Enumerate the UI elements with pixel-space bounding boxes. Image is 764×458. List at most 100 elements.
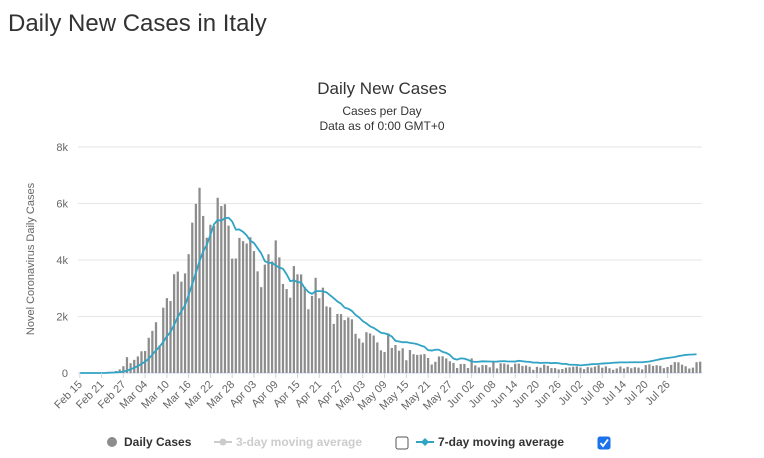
daily-cases-bar — [314, 277, 317, 373]
daily-cases-bar — [622, 368, 626, 373]
daily-cases-bar — [644, 365, 647, 373]
daily-cases-bar — [691, 367, 695, 373]
daily-cases-bar — [125, 357, 129, 373]
legend-7day-checkbox[interactable] — [597, 436, 611, 450]
daily-cases-bar — [557, 369, 560, 373]
x-tick-label: Jul 26 — [643, 379, 672, 408]
daily-cases-bar — [499, 363, 502, 373]
daily-cases-bar — [666, 367, 669, 373]
daily-cases-bar — [310, 295, 314, 373]
legend-3day-checkbox[interactable] — [395, 436, 409, 450]
daily-cases-bar — [408, 350, 412, 373]
daily-cases-bar — [212, 225, 216, 373]
daily-cases-bar — [350, 319, 354, 373]
daily-cases-bar — [419, 354, 422, 373]
daily-cases-bar — [231, 258, 234, 373]
daily-cases-bar — [332, 323, 335, 373]
daily-cases-bar — [303, 286, 306, 373]
y-tick-label: 6k — [56, 199, 68, 211]
daily-cases-bar — [550, 368, 553, 373]
daily-cases-bar — [376, 342, 379, 373]
seven-day-average-line — [79, 216, 697, 374]
daily-cases-bar — [216, 197, 219, 373]
checkmark-icon — [599, 438, 609, 448]
daily-cases-bar — [633, 367, 637, 373]
daily-cases-bar — [289, 297, 292, 373]
daily-cases-bar — [365, 332, 368, 373]
daily-cases-bar — [543, 364, 546, 373]
daily-cases-bar — [154, 322, 158, 373]
daily-cases-bar — [448, 361, 451, 373]
daily-cases-bar — [336, 313, 339, 373]
daily-cases-bar — [593, 366, 597, 373]
y-axis-title: Novel Coronavirus Daily Cases — [25, 182, 37, 335]
y-tick-label: 4k — [56, 255, 68, 267]
legend-7day-average[interactable]: 7-day moving average — [416, 435, 564, 449]
y-tick-label: 8k — [56, 142, 68, 154]
daily-cases-bar — [191, 222, 194, 373]
daily-cases-bar — [579, 367, 582, 373]
daily-cases-bar — [626, 366, 629, 373]
daily-cases-bar — [205, 237, 208, 373]
y-tick-label: 0 — [62, 368, 68, 380]
daily-cases-bar — [151, 330, 154, 373]
daily-cases-bar — [459, 364, 462, 373]
daily-cases-bar — [136, 356, 139, 373]
daily-cases-bar — [503, 363, 506, 373]
daily-cases-bar — [227, 225, 230, 373]
daily-cases-bar — [267, 254, 270, 373]
daily-cases-bar — [307, 309, 310, 373]
legend-7day-label: 7-day moving average — [438, 435, 564, 449]
daily-cases-bar — [390, 347, 393, 373]
checkbox-checked-icon — [597, 436, 611, 450]
daily-cases-bar — [680, 364, 684, 373]
daily-cases-bar — [416, 354, 419, 373]
daily-cases-bar — [586, 367, 589, 373]
daily-cases-bar — [670, 364, 673, 373]
daily-cases-bars — [100, 187, 702, 373]
daily-cases-bar — [394, 344, 397, 373]
daily-cases-bar — [524, 365, 528, 373]
daily-cases-bar — [655, 365, 658, 373]
legend-daily-cases[interactable]: Daily Cases — [107, 435, 192, 449]
daily-cases-bar — [296, 274, 299, 373]
daily-cases-bar — [329, 307, 332, 373]
y-tick-label: 2k — [56, 312, 68, 324]
daily-cases-bar — [354, 333, 357, 373]
daily-cases-bar — [122, 366, 125, 373]
daily-cases-bar — [481, 365, 484, 373]
y-axis-ticks: 0 2k 4k 6k 8k — [56, 142, 68, 380]
daily-cases-bar — [412, 354, 415, 373]
daily-cases-bar — [495, 368, 499, 373]
daily-cases-bar — [281, 283, 285, 373]
daily-cases-bar — [608, 368, 611, 373]
daily-cases-bar — [245, 243, 248, 373]
daily-cases-bar — [133, 359, 136, 373]
daily-cases-bar — [241, 241, 245, 373]
daily-cases-bar — [615, 368, 618, 373]
checkbox-unchecked-icon — [395, 436, 409, 450]
daily-cases-bar — [129, 363, 132, 373]
daily-cases-bar — [553, 368, 557, 373]
daily-cases-bar — [383, 351, 386, 373]
daily-cases-bar — [140, 351, 143, 373]
legend-3day-average[interactable]: 3-day moving average — [214, 435, 362, 449]
daily-cases-bar — [401, 348, 404, 373]
daily-cases-bar — [368, 333, 372, 373]
daily-cases-bar — [470, 358, 473, 373]
daily-cases-bar — [506, 364, 510, 373]
daily-cases-bar — [673, 362, 676, 373]
daily-cases-bar — [423, 354, 426, 373]
daily-cases-bar — [651, 365, 655, 373]
daily-cases-bar — [426, 358, 430, 373]
daily-cases-bar — [539, 367, 542, 373]
daily-cases-bar — [452, 362, 455, 373]
daily-cases-bar — [517, 363, 520, 373]
daily-cases-bar — [292, 266, 295, 373]
daily-cases-bar — [648, 364, 651, 373]
daily-cases-bar — [387, 333, 390, 373]
chart-title: Daily New Cases — [317, 79, 446, 98]
daily-cases-bar — [463, 363, 466, 373]
daily-cases-bar — [546, 365, 549, 373]
